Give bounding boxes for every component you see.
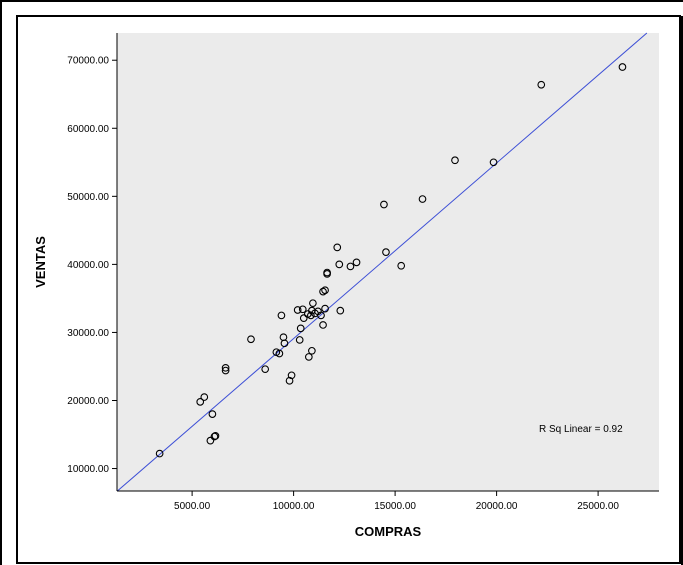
data-point — [380, 200, 388, 209]
data-point — [317, 311, 325, 320]
data-point — [221, 366, 230, 375]
data-point — [196, 397, 205, 406]
data-point — [319, 287, 327, 296]
data-point — [335, 260, 344, 269]
data-point — [304, 353, 313, 361]
y-axis: 10000.00 20000.00 30000.00 40000.00 50000.00… — [67, 33, 118, 491]
data-point — [208, 410, 217, 418]
data-point — [451, 156, 459, 165]
data-point — [287, 371, 296, 380]
y-tick-label: 50000.00 — [67, 192, 109, 203]
chart-frame-top — [0, 0, 683, 2]
chart-frame-right — [681, 16, 683, 565]
y-axis-title: VENTAS — [33, 236, 48, 288]
data-point — [155, 449, 164, 458]
data-point — [261, 365, 270, 374]
data-point — [275, 349, 284, 358]
r-squared-annotation: R Sq Linear = 0.92 — [539, 424, 623, 435]
data-point — [321, 286, 329, 295]
data-point — [321, 304, 329, 313]
data-point — [308, 346, 316, 355]
y-tick-label: 10000.00 — [67, 464, 109, 475]
data-point — [346, 262, 355, 271]
x-tick-label: 5000.00 — [174, 501, 211, 512]
data-point — [277, 311, 286, 320]
data-point — [293, 306, 302, 314]
data-point — [247, 335, 255, 344]
data-point — [336, 306, 345, 315]
data-point — [280, 339, 289, 348]
data-point — [211, 432, 220, 440]
chart-frame-left — [0, 0, 2, 565]
data-point — [221, 363, 230, 372]
data-point — [295, 336, 304, 344]
data-point — [210, 432, 219, 441]
y-tick-label: 30000.00 — [67, 328, 109, 339]
y-tick-label: 70000.00 — [67, 56, 109, 67]
fit-line-layer — [117, 32, 648, 492]
data-points-layer — [155, 63, 627, 458]
data-point — [309, 299, 317, 308]
x-tick-label: 25000.00 — [577, 501, 619, 512]
regression-fit-line — [117, 32, 648, 492]
data-point — [299, 314, 308, 322]
data-point — [618, 63, 627, 71]
data-point — [200, 393, 209, 401]
data-point — [298, 305, 307, 314]
plot-area — [117, 33, 659, 491]
y-tick-label: 20000.00 — [67, 396, 109, 407]
data-point — [307, 311, 315, 320]
chart-outer-border — [16, 15, 681, 564]
x-axis: 5000.00 10000.00 15000.00 20000.00 25000.00 — [117, 490, 659, 512]
data-point — [296, 324, 305, 333]
y-tick-label: 40000.00 — [67, 260, 109, 271]
data-point — [537, 80, 546, 89]
data-point — [382, 248, 390, 256]
data-point — [323, 268, 331, 277]
data-point — [397, 261, 406, 270]
data-point — [206, 436, 215, 445]
y-tick-label: 60000.00 — [67, 124, 109, 135]
data-point — [319, 321, 327, 329]
x-tick-label: 10000.00 — [273, 501, 315, 512]
x-tick-label: 20000.00 — [476, 501, 518, 512]
x-axis-title: COMPRAS — [355, 524, 422, 539]
data-point — [418, 195, 427, 203]
data-point — [352, 258, 361, 267]
data-point — [333, 243, 342, 252]
x-tick-label: 15000.00 — [374, 501, 416, 512]
data-point — [489, 158, 498, 167]
